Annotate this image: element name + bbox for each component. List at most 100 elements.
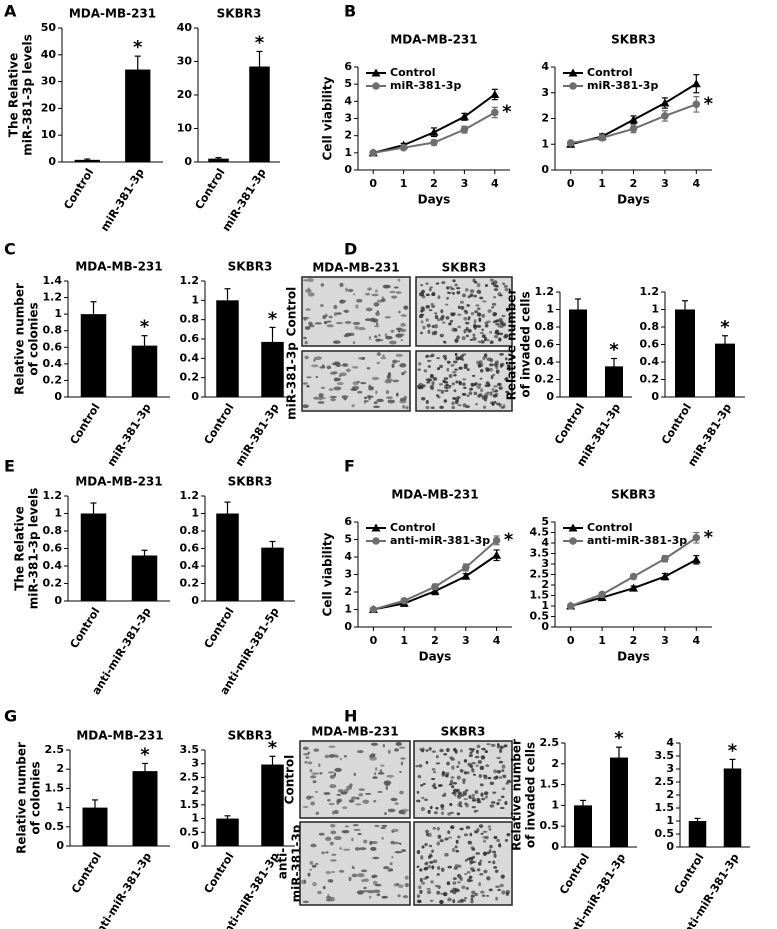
y-tick-label: 3 bbox=[666, 762, 674, 775]
cell-dot bbox=[306, 384, 310, 388]
cell-dot bbox=[472, 333, 476, 337]
cell-dot bbox=[467, 329, 472, 333]
cell-dot bbox=[445, 316, 450, 320]
y-tick-label: 0 bbox=[48, 155, 56, 168]
cell-dot bbox=[481, 894, 486, 897]
x-tick-label: 1 bbox=[400, 634, 408, 647]
y-tick-label: 2.5 bbox=[180, 770, 200, 783]
y-tick-label: 1 bbox=[191, 507, 199, 520]
cell-dot bbox=[479, 765, 485, 771]
y-tick-label: 1 bbox=[551, 798, 559, 811]
cell-dot bbox=[446, 296, 449, 300]
cell-dot bbox=[425, 378, 431, 382]
cell-dot bbox=[432, 859, 438, 864]
cell-dot bbox=[318, 393, 324, 398]
cell-dot bbox=[326, 365, 332, 370]
cell-dot bbox=[476, 324, 482, 328]
cell-dot bbox=[315, 375, 319, 379]
cell-dot bbox=[478, 774, 483, 778]
cell-dot bbox=[456, 290, 461, 295]
cell-dot bbox=[465, 803, 469, 808]
cell-dot bbox=[447, 897, 452, 902]
cell-dot bbox=[404, 875, 409, 880]
cell-dot bbox=[339, 757, 342, 761]
cell-dot bbox=[425, 293, 430, 297]
cell-dot bbox=[494, 361, 499, 366]
cell-dot bbox=[333, 386, 342, 391]
cell-dot bbox=[421, 307, 426, 312]
cell-dot bbox=[376, 361, 380, 365]
cell-dot bbox=[375, 311, 380, 316]
cell-dot bbox=[457, 900, 461, 904]
cell-dot bbox=[308, 324, 315, 328]
cell-dot bbox=[352, 824, 359, 827]
cell-dot bbox=[380, 827, 387, 830]
cell-dot bbox=[400, 322, 406, 327]
cell-dot bbox=[385, 390, 390, 394]
y-tick-label: 0 bbox=[541, 163, 549, 176]
cell-dot bbox=[440, 389, 445, 394]
cell-dot bbox=[446, 761, 450, 766]
cell-dot bbox=[439, 333, 444, 338]
y-tick-label: 2.5 bbox=[540, 736, 560, 749]
cell-dot bbox=[481, 747, 486, 751]
cell-dot bbox=[374, 772, 377, 776]
cell-dot bbox=[394, 748, 400, 752]
cell-dot bbox=[439, 899, 444, 905]
cell-dot bbox=[459, 749, 463, 753]
cell-dot bbox=[452, 396, 457, 400]
y-tick-label: 1.5 bbox=[45, 781, 65, 794]
cell-dot bbox=[364, 292, 371, 296]
cell-dot bbox=[348, 876, 352, 882]
y-tick-label: 1 bbox=[191, 812, 199, 825]
marker bbox=[462, 563, 470, 572]
cell-dot bbox=[366, 366, 371, 370]
cell-dot bbox=[492, 320, 497, 324]
legend-marker bbox=[371, 68, 381, 77]
cell-dot bbox=[337, 789, 344, 793]
cell-dot bbox=[454, 864, 459, 868]
cell-dot bbox=[387, 399, 395, 403]
cell-dot bbox=[456, 812, 461, 816]
cell-dot bbox=[360, 381, 367, 385]
y-tick-label: 1.5 bbox=[655, 801, 675, 814]
cell-dot bbox=[472, 860, 477, 863]
cell-dot bbox=[436, 395, 441, 399]
cell-dot bbox=[475, 764, 479, 767]
bar bbox=[216, 818, 239, 846]
cell-dot bbox=[478, 291, 482, 294]
cell-dot bbox=[342, 848, 351, 851]
x-tick-label: Control bbox=[201, 605, 236, 650]
cell-dot bbox=[465, 405, 470, 409]
cell-dot bbox=[379, 769, 383, 773]
cell-dot bbox=[344, 320, 352, 324]
cell-dot bbox=[445, 303, 449, 306]
cell-dot bbox=[367, 287, 372, 291]
cell-dot bbox=[372, 889, 381, 894]
cell-dot bbox=[450, 287, 455, 291]
cell-dot bbox=[465, 886, 469, 890]
cell-dot bbox=[418, 382, 423, 386]
cell-dot bbox=[462, 378, 467, 381]
cell-dot bbox=[371, 293, 379, 297]
cell-dot bbox=[440, 867, 445, 872]
marker bbox=[629, 125, 638, 133]
cell-dot bbox=[398, 746, 406, 749]
cell-dot bbox=[347, 288, 354, 293]
x-tick-label: 2 bbox=[431, 634, 439, 647]
cell-dot bbox=[352, 321, 361, 325]
cell-dot bbox=[351, 365, 359, 369]
cell-dot bbox=[421, 289, 425, 294]
cell-dot bbox=[333, 304, 338, 310]
cell-dot bbox=[420, 784, 424, 787]
cell-dot bbox=[417, 899, 422, 904]
cell-dot bbox=[368, 895, 372, 899]
cell-dot bbox=[431, 381, 435, 386]
x-tick-label: Control bbox=[192, 166, 227, 211]
cell-dot bbox=[430, 386, 434, 391]
cell-dot bbox=[480, 755, 485, 760]
cell-dot bbox=[482, 830, 488, 833]
marker bbox=[430, 138, 438, 147]
cell-dot bbox=[483, 775, 488, 780]
cell-dot bbox=[358, 327, 366, 331]
